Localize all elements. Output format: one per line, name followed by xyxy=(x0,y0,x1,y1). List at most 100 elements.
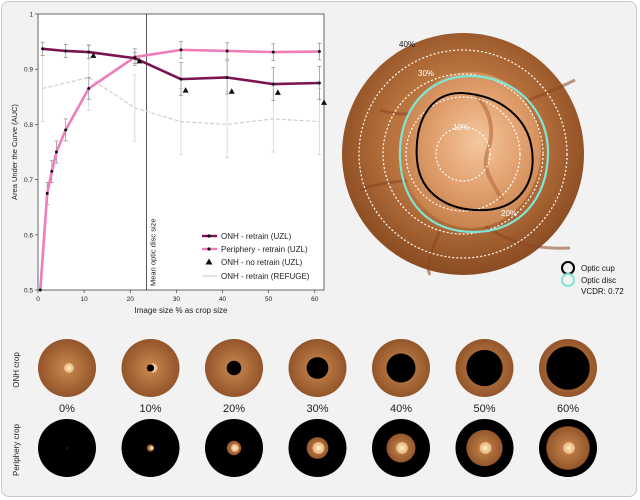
onh-crop-thumbnail xyxy=(205,339,263,397)
data-point xyxy=(133,56,137,60)
fundus-image: 40% 30% 10% 20% Optic cup Optic disc VCD… xyxy=(342,33,624,296)
series-onh-retrain-uzl- xyxy=(40,41,322,102)
crop-ring-10 xyxy=(435,126,491,182)
y-axis-ticks: 0.5 0.6 0.7 0.8 0.9 1 xyxy=(24,12,38,295)
crop-examples: ONH crop Periphery crop 0% 10% 20% 30% 40% 50… xyxy=(12,339,597,477)
x-tick-label: 10 xyxy=(81,296,89,303)
crop-ring-40 xyxy=(358,49,568,259)
crop-percent-label: 10% xyxy=(139,403,161,415)
disc-vessels xyxy=(474,93,504,201)
onh-crop-row-label: ONH crop xyxy=(12,352,21,388)
data-point xyxy=(87,87,91,91)
x-tick-label: 30 xyxy=(173,296,181,303)
thumb-disc xyxy=(149,446,154,450)
periphery-crop-row-label: Periphery crop xyxy=(12,423,21,476)
data-point xyxy=(179,48,183,52)
y-tick-label: 1 xyxy=(29,12,33,19)
x-tick-label: 20 xyxy=(127,296,135,303)
series-line xyxy=(42,47,320,86)
y-tick-label: 0.9 xyxy=(24,67,33,74)
data-point xyxy=(321,99,327,105)
legend-label: ONH - no retrain (UZL) xyxy=(221,258,303,267)
thumb-crop-mask xyxy=(306,357,329,379)
x-tick-label: 0 xyxy=(36,296,40,303)
data-point xyxy=(274,89,281,95)
data-point xyxy=(225,75,229,79)
legend-label: ONH - retrain (REFUGE) xyxy=(221,272,310,281)
legend-marker xyxy=(207,234,211,238)
vcdr-value: VCDR: 0.72 xyxy=(581,287,624,296)
series-onh-no-retrain-uzl- xyxy=(90,52,327,105)
ring-label-30: 30% xyxy=(418,69,434,78)
onh-crop-thumbnail xyxy=(539,339,597,397)
crop-percent-label: 60% xyxy=(557,403,579,415)
x-tick-label: 40 xyxy=(219,296,227,303)
legend-item-onh-retrain-refuge: ONH - retrain (REFUGE) xyxy=(202,272,310,281)
series-line xyxy=(42,76,320,126)
crop-ring-30 xyxy=(382,73,544,235)
data-point xyxy=(64,128,68,132)
thumb-crop-mask xyxy=(226,360,242,376)
legend-label: Periphery - retrain (UZL) xyxy=(221,245,308,254)
fundus-legend: Optic cup Optic disc VCDR: 0.72 xyxy=(561,261,624,296)
periphery-crop-thumbnail xyxy=(539,419,597,477)
x-tick-label: 50 xyxy=(265,296,273,303)
y-tick-label: 0.7 xyxy=(24,177,33,184)
periphery-crop-thumbnail xyxy=(372,419,430,477)
data-point xyxy=(45,191,49,195)
onh-crop-thumbnail xyxy=(455,339,514,397)
legend-item-periphery-retrain-uzl: Periphery - retrain (UZL) xyxy=(202,245,308,254)
ring-label-20: 20% xyxy=(501,209,517,218)
legend-marker xyxy=(207,247,211,251)
data-point xyxy=(271,82,275,86)
data-point xyxy=(228,88,235,94)
onh-crop-thumbnail xyxy=(38,339,96,397)
data-point xyxy=(87,50,91,54)
y-tick-label: 0.8 xyxy=(24,122,33,129)
thumb-crop-mask xyxy=(546,346,590,390)
legend-item-onh-retrain-uzl: ONH - retrain (UZL) xyxy=(202,232,292,241)
data-point xyxy=(90,52,97,58)
onh-crop-thumbnail xyxy=(288,339,347,397)
thumbnail-layer: 0% 10% 20% 30% 40% 50% 60% xyxy=(38,339,597,477)
thumb-disc xyxy=(396,442,408,454)
data-point xyxy=(317,81,321,85)
periphery-crop-thumbnail xyxy=(455,419,514,477)
data-point xyxy=(38,288,42,292)
chart-legend: ONH - retrain (UZL) Periphery - retrain … xyxy=(202,232,310,281)
periphery-crop-thumbnail xyxy=(38,419,96,477)
periphery-crop-thumbnail xyxy=(205,419,263,477)
data-point xyxy=(41,47,45,51)
crop-ring-20 xyxy=(405,96,521,212)
x-axis-ticks: 0 10 20 30 40 50 60 xyxy=(36,290,319,303)
data-point xyxy=(64,49,68,53)
legend-marker xyxy=(205,258,213,265)
data-point xyxy=(271,50,275,54)
optic-disc-outline xyxy=(398,74,550,234)
y-axis-label: Area Under the Curve (AUC) xyxy=(10,104,19,200)
legend-label: ONH - retrain (UZL) xyxy=(221,232,292,241)
crop-percent-label: 30% xyxy=(306,403,328,415)
thumb-crop-mask xyxy=(386,353,416,383)
optic-disc-region xyxy=(401,72,541,228)
optic-disc-swatch xyxy=(561,273,575,287)
thumb-crop-mask xyxy=(466,349,503,387)
crop-percent-label: 50% xyxy=(473,403,495,415)
series-layer xyxy=(38,41,327,292)
crop-percent-label: 0% xyxy=(59,403,75,415)
legend-item-onh-no-retrain-uzl: ONH - no retrain (UZL) xyxy=(205,258,303,267)
data-point xyxy=(136,57,143,64)
data-point xyxy=(182,87,189,93)
y-tick-label: 0.6 xyxy=(24,232,33,239)
periphery-crop-thumbnail xyxy=(121,419,180,477)
onh-crop-thumbnail xyxy=(121,339,180,397)
data-point xyxy=(179,77,183,81)
x-axis-label: Image size % as crop size xyxy=(135,306,228,315)
optic-cup-label: Optic cup xyxy=(581,264,615,273)
data-point xyxy=(317,50,321,54)
auc-chart: 0.5 0.6 0.7 0.8 0.9 1 0 10 20 30 40 50 60 Image siz… xyxy=(10,12,327,315)
periphery-crop-thumbnail xyxy=(288,419,347,477)
thumb-crop-mask xyxy=(146,364,155,372)
